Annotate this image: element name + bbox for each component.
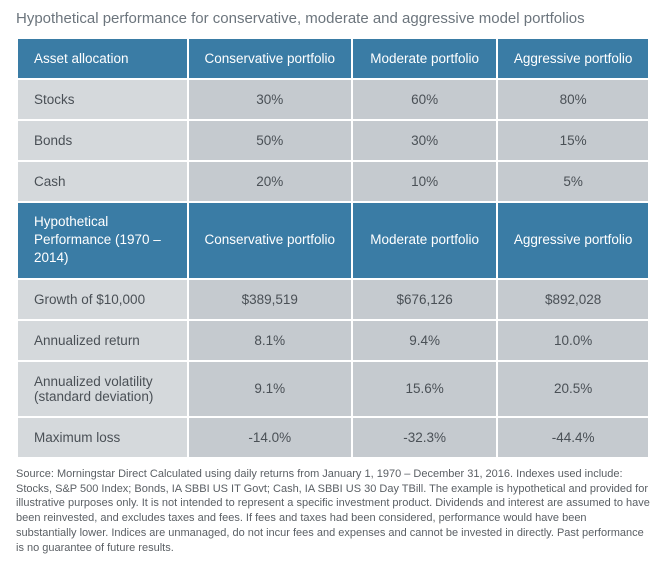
row-value: 5% (497, 161, 649, 202)
header-aggressive: Aggressive portfolio (497, 202, 649, 279)
table-header-allocation: Asset allocation Conservative portfolio … (17, 38, 649, 79)
row-label: Growth of $10,000 (17, 279, 188, 320)
row-label: Bonds (17, 120, 188, 161)
row-value: 15% (497, 120, 649, 161)
row-value: -32.3% (352, 417, 497, 458)
table-header-performance: Hypothetical Performance (1970 – 2014) C… (17, 202, 649, 279)
header-aggressive: Aggressive portfolio (497, 38, 649, 79)
table-row: Maximum loss -14.0% -32.3% -44.4% (17, 417, 649, 458)
row-value: 20.5% (497, 361, 649, 417)
row-label: Annualized volatility (standard deviatio… (17, 361, 188, 417)
row-value: 10.0% (497, 320, 649, 361)
row-value: 50% (188, 120, 352, 161)
table-row: Stocks 30% 60% 80% (17, 79, 649, 120)
header-conservative: Conservative portfolio (188, 38, 352, 79)
row-value: 30% (352, 120, 497, 161)
row-value: $389,519 (188, 279, 352, 320)
row-value: 20% (188, 161, 352, 202)
row-value: 15.6% (352, 361, 497, 417)
table-row: Annualized volatility (standard deviatio… (17, 361, 649, 417)
row-label: Annualized return (17, 320, 188, 361)
row-label: Cash (17, 161, 188, 202)
row-label: Stocks (17, 79, 188, 120)
header-moderate: Moderate portfolio (352, 202, 497, 279)
performance-table: Asset allocation Conservative portfolio … (16, 37, 650, 459)
row-value: 10% (352, 161, 497, 202)
header-conservative: Conservative portfolio (188, 202, 352, 279)
table-row: Growth of $10,000 $389,519 $676,126 $892… (17, 279, 649, 320)
header-hypothetical-performance: Hypothetical Performance (1970 – 2014) (17, 202, 188, 279)
row-value: 60% (352, 79, 497, 120)
row-value: 30% (188, 79, 352, 120)
source-footnote: Source: Morningstar Direct Calculated us… (16, 467, 650, 556)
row-label: Maximum loss (17, 417, 188, 458)
row-value: $892,028 (497, 279, 649, 320)
row-value: 9.1% (188, 361, 352, 417)
row-value: 9.4% (352, 320, 497, 361)
header-asset-allocation: Asset allocation (17, 38, 188, 79)
row-value: -14.0% (188, 417, 352, 458)
table-row: Cash 20% 10% 5% (17, 161, 649, 202)
row-value: $676,126 (352, 279, 497, 320)
row-value: -44.4% (497, 417, 649, 458)
page-title: Hypothetical performance for conservativ… (16, 10, 650, 27)
table-row: Bonds 50% 30% 15% (17, 120, 649, 161)
table-row: Annualized return 8.1% 9.4% 10.0% (17, 320, 649, 361)
row-value: 80% (497, 79, 649, 120)
row-value: 8.1% (188, 320, 352, 361)
header-moderate: Moderate portfolio (352, 38, 497, 79)
